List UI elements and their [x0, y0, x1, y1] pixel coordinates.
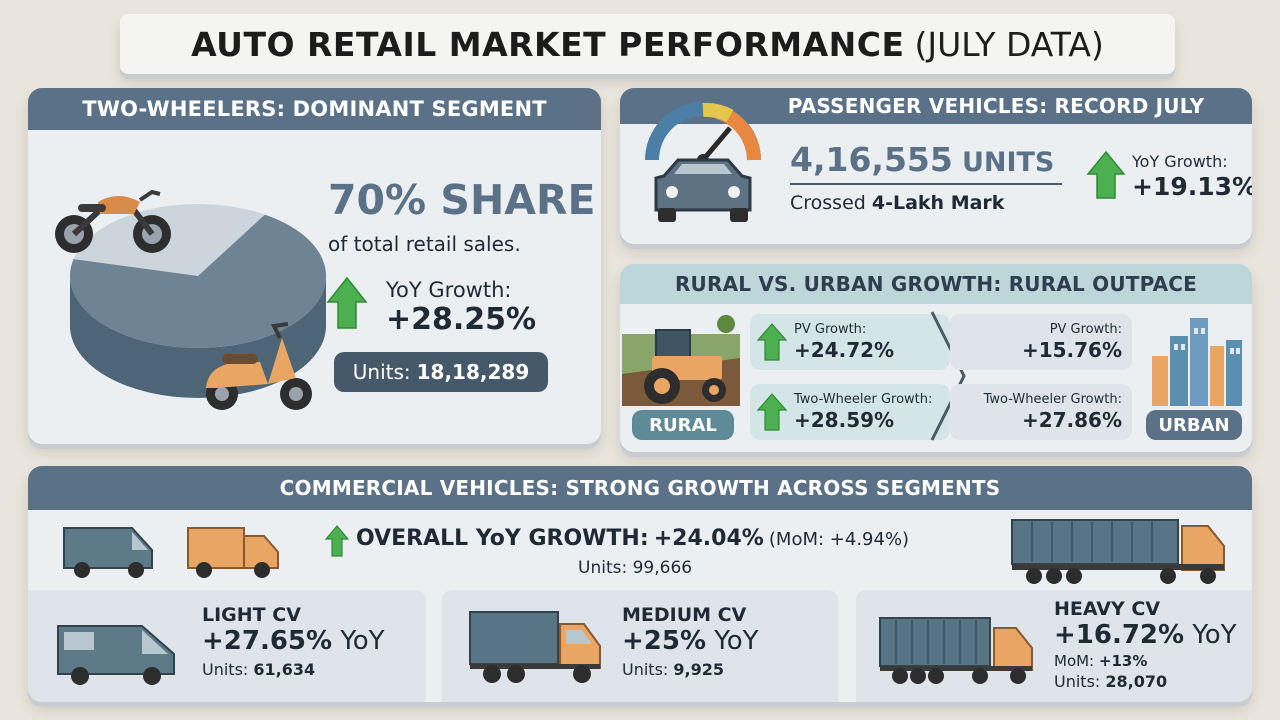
light-cv-van-icon [57, 625, 175, 685]
light-cv-units: Units: 61,634 [202, 660, 315, 679]
rural-pv-tile [750, 314, 950, 370]
medium-cv-yoy: YoY [714, 626, 759, 656]
medium-cv-units: Units: 9,925 [622, 660, 724, 679]
two-wheelers-header: TWO-WHEELERS: DOMINANT SEGMENT [28, 88, 601, 130]
rural-tw-tile [750, 384, 950, 440]
urban-pv-value: +15.76% [1021, 338, 1122, 362]
medium-cv-units-label: Units: [622, 660, 669, 679]
page-title-suffix: (JULY DATA) [914, 24, 1104, 64]
urban-tw-label: Two-Wheeler Growth: [983, 392, 1122, 407]
units-value: 18,18,289 [416, 360, 530, 384]
urban-pv-tile [950, 314, 1132, 370]
container-truck-icon [1011, 519, 1225, 584]
scooter-icon [206, 322, 312, 410]
medium-cv-growth: +25% [622, 626, 707, 656]
two-wheeler-growth-label: YoY Growth: [386, 278, 512, 302]
overall-growth-label: OVERALL YoY GROWTH: [356, 526, 649, 551]
share-caption: of total retail sales. [328, 232, 521, 256]
motorcycle-icon [55, 189, 171, 253]
heavy-cv-growth-line: +16.72% YoY [1054, 620, 1237, 650]
rural-badge: RURAL [632, 410, 734, 440]
rural-tw-label: Two-Wheeler Growth: [794, 392, 933, 407]
heavy-cv-yoy: YoY [1192, 620, 1237, 650]
two-wheeler-units-pill: Units: 18,18,289 [334, 352, 548, 392]
overall-growth-line: OVERALL YoY GROWTH: +24.04% (MoM: +4.94%… [356, 526, 909, 551]
delivery-vans-icon [63, 527, 279, 578]
two-wheelers-card: TWO-WHEELERS: DOMINANT SEGMENT 70% SHARE… [28, 88, 601, 444]
passenger-vehicles-header: PASSENGER VEHICLES: RECORD JULY [620, 88, 1252, 124]
share-value: 70% SHARE [328, 176, 596, 224]
medium-cv-growth-line: +25% YoY [622, 626, 759, 656]
pv-units-word: UNITS [961, 147, 1055, 178]
pv-growth-label: YoY Growth: [1132, 152, 1228, 171]
urban-pv-label: PV Growth: [1049, 322, 1122, 337]
light-cv-growth-line: +27.65% YoY [202, 626, 385, 656]
heavy-cv-truck-icon [879, 617, 1033, 684]
rural-pv-label: PV Growth: [794, 322, 867, 337]
light-cv-units-label: Units: [202, 660, 249, 679]
speedometer-car-icon [645, 102, 761, 222]
passenger-vehicles-card: PASSENGER VEHICLES: RECORD JULY 4,16,555… [620, 88, 1252, 244]
pv-milestone-prefix: Crossed [790, 192, 866, 214]
light-cv-yoy: YoY [340, 626, 385, 656]
city-buildings-icon [1152, 318, 1242, 406]
medium-cv-title: MEDIUM CV [622, 604, 747, 626]
rural-tw-up-arrow-icon [756, 393, 788, 431]
urban-badge: URBAN [1146, 410, 1242, 440]
heavy-cv-units-label: Units: [1054, 672, 1101, 691]
rural-tw-value: +28.59% [794, 408, 895, 432]
medium-cv-truck-icon [469, 611, 601, 683]
medium-cv-units-value: 9,925 [673, 660, 724, 679]
growth-up-arrow-icon [326, 276, 368, 329]
title-banner: AUTO RETAIL MARKET PERFORMANCE (JULY DAT… [120, 14, 1175, 74]
units-label: Units: [352, 360, 411, 384]
tractor-icon [622, 315, 740, 406]
page-title: AUTO RETAIL MARKET PERFORMANCE [191, 24, 905, 64]
overall-growth-value: +24.04% [653, 526, 764, 551]
rural-pv-up-arrow-icon [756, 323, 788, 361]
heavy-cv-units-value: 28,070 [1105, 672, 1168, 691]
pv-growth-value: +19.13% [1132, 172, 1252, 201]
overall-growth-mom: (MoM: +4.94%) [768, 529, 910, 550]
rural-pv-value: +24.72% [794, 338, 895, 362]
heavy-cv-mom-value: +13% [1098, 652, 1148, 670]
heavy-cv-units: Units: 28,070 [1054, 672, 1167, 691]
pv-units-line: 4,16,555 UNITS [790, 140, 1062, 185]
heavy-cv-mom: MoM: +13% [1054, 652, 1147, 670]
pv-milestone-bold: 4-Lakh Mark [871, 192, 1005, 214]
pv-growth-up-arrow-icon [1086, 150, 1126, 199]
light-cv-growth: +27.65% [202, 626, 333, 656]
light-cv-title: LIGHT CV [202, 604, 301, 626]
urban-tw-value: +27.86% [1021, 408, 1122, 432]
light-cv-units-value: 61,634 [253, 660, 316, 679]
rural-urban-header: RURAL VS. URBAN GROWTH: RURAL OUTPACE [620, 264, 1252, 304]
urban-tw-tile [950, 384, 1132, 440]
overall-units: Units: 99,666 [578, 558, 693, 578]
chevron-right-icon [930, 311, 966, 441]
commercial-vehicles-header: COMMERCIAL VEHICLES: STRONG GROWTH ACROS… [28, 466, 1252, 510]
pie-top-share [70, 214, 326, 348]
heavy-cv-growth: +16.72% [1054, 620, 1185, 650]
two-wheeler-growth-value: +28.25% [386, 302, 537, 337]
commercial-vehicles-card: COMMERCIAL VEHICLES: STRONG GROWTH ACROS… [28, 466, 1252, 702]
pv-units-number: 4,16,555 [790, 140, 953, 179]
heavy-cv-mom-label: MoM: [1054, 652, 1095, 670]
heavy-cv-title: HEAVY CV [1054, 598, 1161, 620]
pv-milestone: Crossed 4-Lakh Mark [790, 192, 1004, 214]
overall-up-arrow-icon [324, 525, 350, 557]
rural-urban-card: RURAL VS. URBAN GROWTH: RURAL OUTPACE RU… [620, 264, 1252, 452]
